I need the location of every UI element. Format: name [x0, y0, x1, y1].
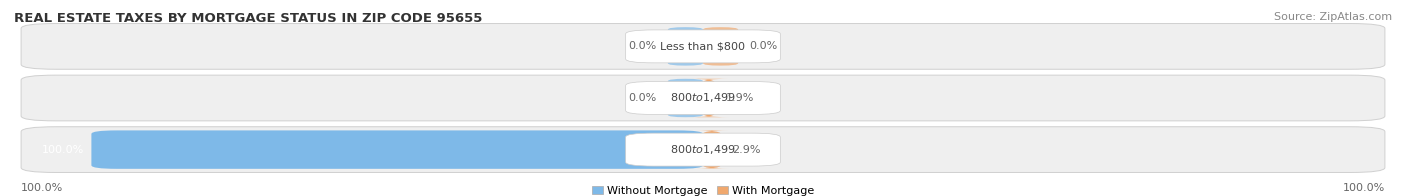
- FancyBboxPatch shape: [689, 79, 728, 117]
- FancyBboxPatch shape: [91, 130, 703, 169]
- Text: Source: ZipAtlas.com: Source: ZipAtlas.com: [1274, 12, 1392, 22]
- FancyBboxPatch shape: [703, 27, 738, 66]
- FancyBboxPatch shape: [668, 27, 703, 66]
- FancyBboxPatch shape: [21, 127, 1385, 172]
- Text: $800 to $1,499: $800 to $1,499: [671, 92, 735, 104]
- Text: 0.0%: 0.0%: [628, 93, 657, 103]
- Text: 100.0%: 100.0%: [42, 145, 84, 155]
- Text: 100.0%: 100.0%: [21, 183, 63, 193]
- Text: 1.9%: 1.9%: [725, 93, 754, 103]
- Text: 0.0%: 0.0%: [628, 41, 657, 51]
- FancyBboxPatch shape: [668, 79, 703, 117]
- Legend: Without Mortgage, With Mortgage: Without Mortgage, With Mortgage: [588, 181, 818, 196]
- Text: 0.0%: 0.0%: [749, 41, 778, 51]
- Text: 2.9%: 2.9%: [733, 145, 761, 155]
- Text: 100.0%: 100.0%: [1343, 183, 1385, 193]
- FancyBboxPatch shape: [21, 75, 1385, 121]
- FancyBboxPatch shape: [626, 82, 780, 114]
- Text: REAL ESTATE TAXES BY MORTGAGE STATUS IN ZIP CODE 95655: REAL ESTATE TAXES BY MORTGAGE STATUS IN …: [14, 12, 482, 25]
- FancyBboxPatch shape: [21, 24, 1385, 69]
- FancyBboxPatch shape: [626, 133, 780, 166]
- FancyBboxPatch shape: [626, 30, 780, 63]
- Text: $800 to $1,499: $800 to $1,499: [671, 143, 735, 156]
- Text: Less than $800: Less than $800: [661, 41, 745, 51]
- FancyBboxPatch shape: [696, 130, 728, 169]
